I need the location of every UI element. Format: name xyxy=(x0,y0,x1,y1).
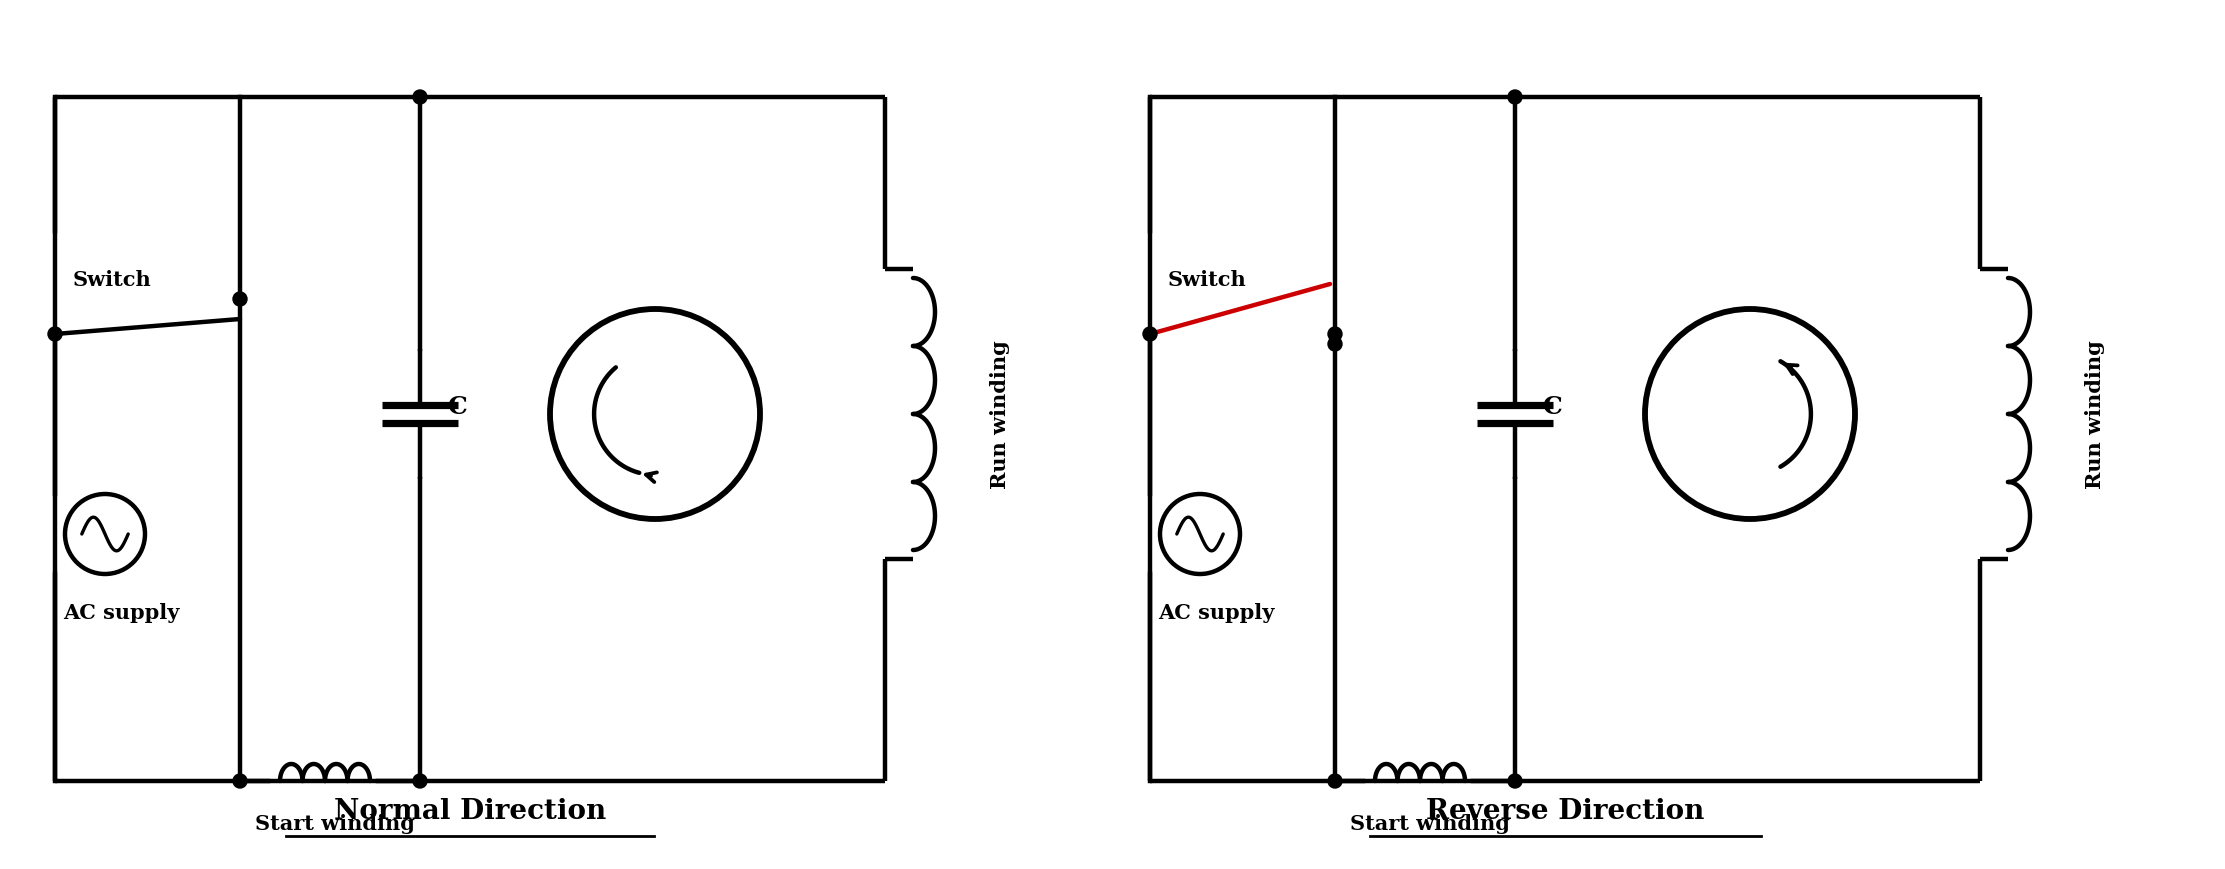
Circle shape xyxy=(1328,328,1342,342)
Circle shape xyxy=(1144,328,1157,342)
Text: Switch: Switch xyxy=(73,269,151,289)
Text: C: C xyxy=(1542,395,1562,419)
Circle shape xyxy=(1328,338,1342,352)
Text: Start winding: Start winding xyxy=(1351,813,1511,833)
Text: Normal Direction: Normal Direction xyxy=(334,797,605,824)
Text: C: C xyxy=(447,395,467,419)
Circle shape xyxy=(234,293,247,307)
Text: Start winding: Start winding xyxy=(256,813,414,833)
Text: Run winding: Run winding xyxy=(990,341,1010,488)
Circle shape xyxy=(414,91,427,105)
Circle shape xyxy=(1509,91,1522,105)
Circle shape xyxy=(234,774,247,788)
Circle shape xyxy=(1509,774,1522,788)
Circle shape xyxy=(414,774,427,788)
Text: AC supply: AC supply xyxy=(62,602,180,622)
Text: Run winding: Run winding xyxy=(2085,341,2105,488)
Text: AC supply: AC supply xyxy=(1157,602,1275,622)
Circle shape xyxy=(49,328,62,342)
Circle shape xyxy=(1328,774,1342,788)
Text: Reverse Direction: Reverse Direction xyxy=(1426,797,1704,824)
Text: Switch: Switch xyxy=(1168,269,1246,289)
